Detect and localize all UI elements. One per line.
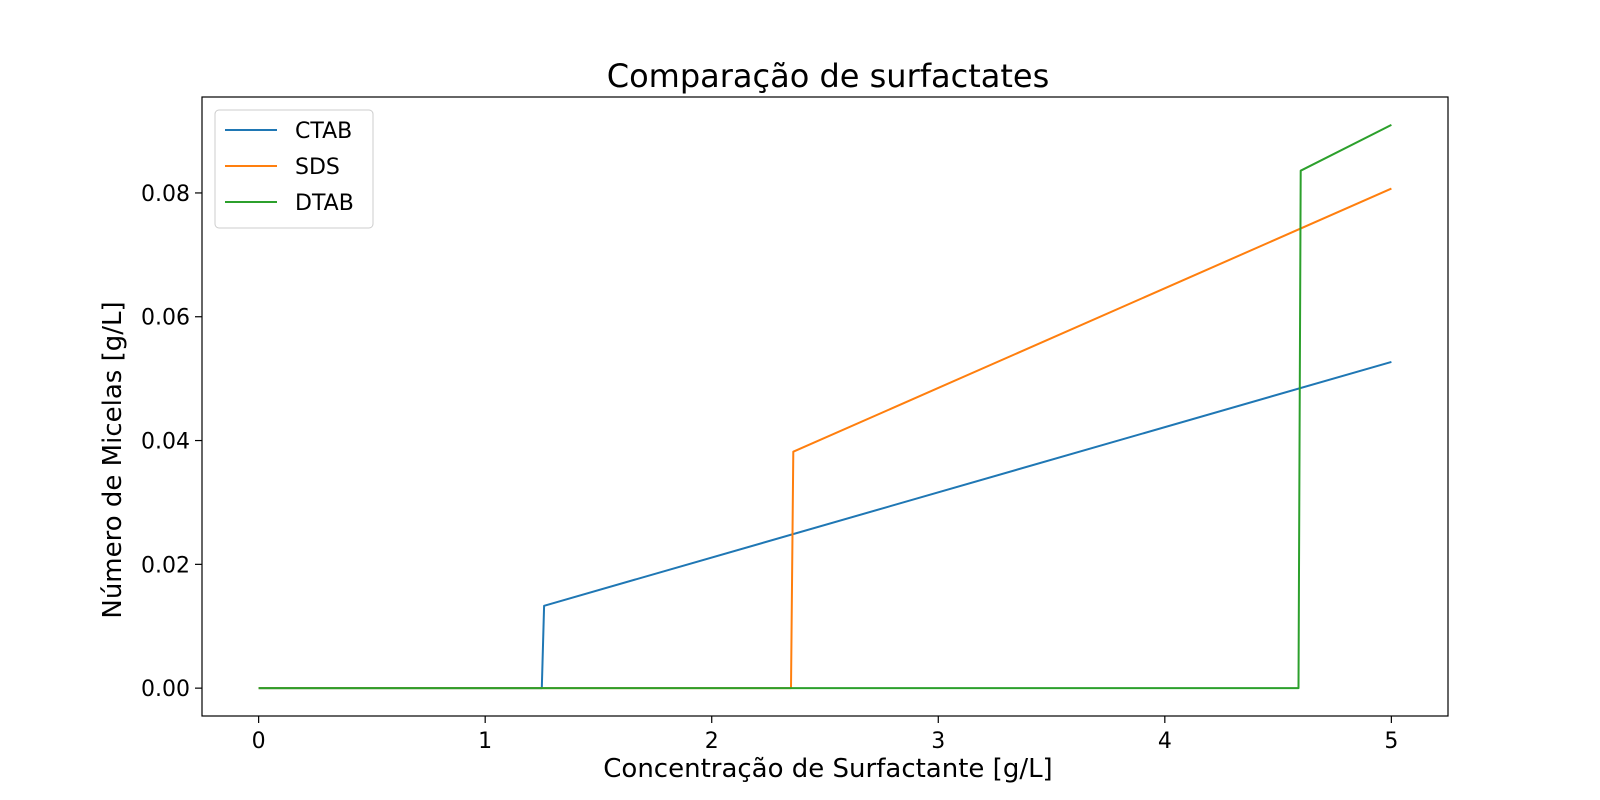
- x-tick-label: 5: [1384, 729, 1398, 754]
- series-line-dtab: [258, 124, 1392, 690]
- plot-area: 0 1 2 3 4 5 0.00 0.02 0.04 0.06 0.08: [141, 96, 1449, 754]
- legend-label-dtab: DTAB: [295, 191, 354, 216]
- legend-label-ctab: CTAB: [295, 119, 352, 144]
- y-tick-label: 0.02: [141, 553, 190, 578]
- y-tick-label: 0.00: [141, 677, 190, 702]
- x-tick-label: 3: [931, 729, 945, 754]
- x-axis-label: Concentração de Surfactante [g/L]: [603, 754, 1052, 784]
- x-tick-label: 4: [1158, 729, 1172, 754]
- x-tick-label: 0: [252, 729, 266, 754]
- legend-label-sds: SDS: [295, 155, 340, 180]
- legend: CTAB SDS DTAB: [214, 109, 374, 229]
- series-line-ctab: [258, 360, 1392, 690]
- y-tick-label: 0.06: [141, 306, 190, 331]
- series-line-sds: [258, 187, 1392, 690]
- y-axis-label: Número de Micelas [g/L]: [98, 301, 128, 618]
- plot-frame: [201, 96, 1449, 717]
- legend-box: [214, 109, 374, 229]
- x-tick-label: 2: [705, 729, 719, 754]
- chart-title: Comparação de surfactates: [607, 57, 1050, 95]
- x-tick-label: 1: [478, 729, 492, 754]
- y-tick-label: 0.04: [141, 430, 190, 455]
- y-tick-label: 0.08: [141, 182, 190, 207]
